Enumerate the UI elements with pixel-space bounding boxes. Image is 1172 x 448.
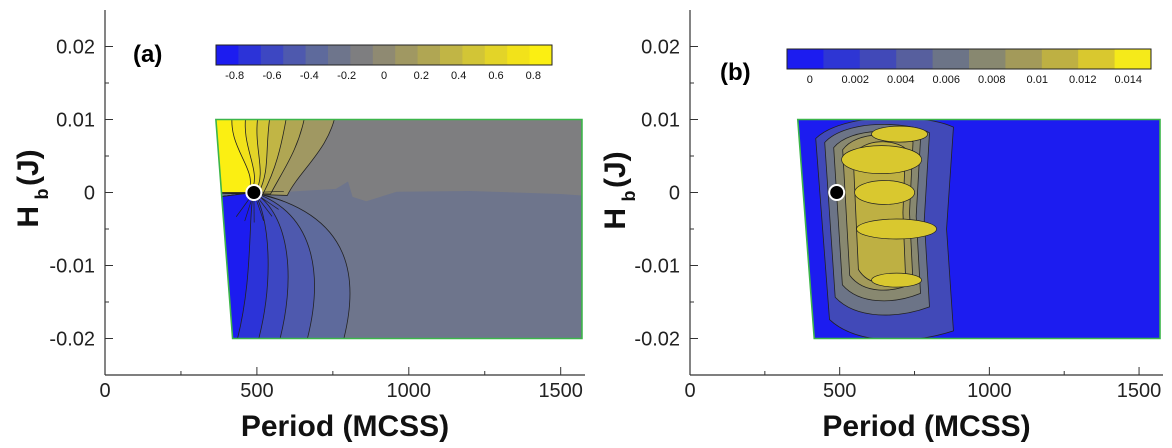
y-axis-label-group: Hb (J) — [599, 151, 639, 229]
colorbar-swatch — [462, 45, 486, 65]
y-axis-label-subscript: b — [32, 189, 52, 200]
y-tick-label: 0.01 — [56, 110, 95, 132]
x-tick-label: 1000 — [967, 380, 1012, 402]
colorbar-swatch — [328, 45, 351, 65]
y-axis-label-group: Hb (J) — [12, 149, 52, 227]
panel-a: 0 500 1000 1500 0.02 0.01 0 -0.01 -0.02 Period (M… — [12, 10, 585, 443]
contour-band — [841, 145, 922, 174]
marker-point — [828, 184, 846, 201]
y-axis-label-unit: (J) — [599, 151, 632, 188]
y-tick-label: -0.02 — [49, 329, 95, 351]
colorbar-swatch — [216, 45, 239, 65]
colorbar-swatch — [1078, 49, 1115, 69]
y-tick-label: -0.01 — [49, 256, 95, 278]
colorbar-swatch — [350, 45, 374, 65]
colorbar-swatch — [1005, 49, 1043, 69]
colorbar-swatch — [484, 45, 508, 65]
colorbar-swatch — [969, 49, 1006, 69]
colorbar-tick-label: 0.006 — [932, 74, 960, 86]
panel-label: (a) — [133, 41, 162, 68]
contour-band — [856, 218, 937, 240]
y-axis-label: H — [12, 206, 45, 228]
colorbar-swatch — [372, 45, 396, 65]
colorbar-tick-label: 0.01 — [1027, 74, 1048, 86]
colorbar-tick-label: 0.8 — [526, 70, 541, 82]
colorbar-tick-label: 0.008 — [978, 74, 1006, 86]
colorbar-swatch — [1114, 49, 1152, 69]
colorbar-swatch — [305, 45, 329, 65]
contour-band — [852, 141, 906, 284]
colorbar-swatch — [859, 49, 897, 69]
y-tick-label: 0.01 — [641, 110, 680, 132]
y-axis-label-subscript: b — [619, 191, 639, 202]
contour-band — [871, 272, 922, 288]
y-tick-label: 0.02 — [56, 37, 95, 59]
colorbar-tick-label: 0.2 — [414, 70, 429, 82]
contour-field — [797, 119, 1161, 339]
x-tick-label: 500 — [240, 380, 273, 402]
colorbar-swatch — [529, 45, 553, 65]
panel-b: 0 500 1000 1500 0.02 0.01 0 -0.01 -0.02 Period (M… — [599, 10, 1163, 443]
y-tick-label: 0 — [84, 183, 95, 205]
x-tick-label: 0 — [99, 380, 110, 402]
colorbar-swatch — [823, 49, 861, 69]
y-tick-label: -0.01 — [634, 256, 680, 278]
x-tick-label: 1500 — [1117, 380, 1162, 402]
colorbar-tick-label: -0.2 — [337, 70, 356, 82]
x-axis-label: Period (MCSS) — [241, 410, 449, 443]
colorbar-swatch — [260, 45, 284, 65]
colorbar-swatch — [283, 45, 306, 65]
colorbar-tick-label: 0 — [381, 70, 387, 82]
colorbar-tick-label: 0.002 — [841, 74, 869, 86]
colorbar-swatch — [395, 45, 418, 65]
colorbar-swatch — [1041, 49, 1079, 69]
colorbar-tick-label: 0.4 — [451, 70, 466, 82]
colorbar: -0.8 -0.6 -0.4 -0.2 0 0.2 0.4 0.6 0.8 — [215, 44, 553, 82]
colorbar-swatch — [417, 45, 441, 65]
contour-band — [854, 180, 915, 205]
colorbar-swatch — [238, 45, 262, 65]
colorbar-swatch — [932, 49, 970, 69]
colorbar-tick-label: 0.014 — [1114, 74, 1142, 86]
domain-outline — [796, 118, 1161, 340]
x-tick-label: 1000 — [387, 380, 432, 402]
colorbar-tick-label: -0.4 — [300, 70, 319, 82]
colorbar-swatch — [896, 49, 933, 69]
x-axis-label: Period (MCSS) — [822, 410, 1030, 443]
contour-band — [871, 125, 928, 143]
colorbar-tick-label: -0.8 — [225, 70, 244, 82]
x-tick-label: 500 — [823, 380, 856, 402]
colorbar-tick-label: 0.004 — [887, 74, 915, 86]
colorbar-swatch — [440, 45, 463, 65]
x-tick-label: 1500 — [538, 380, 583, 402]
colorbar-tick-label: 0.012 — [1069, 74, 1097, 86]
y-tick-label: 0.02 — [641, 37, 680, 59]
y-tick-label: 0 — [669, 183, 680, 205]
domain-outline — [215, 118, 583, 340]
marker-point — [245, 184, 263, 201]
colorbar-swatch — [507, 45, 530, 65]
panel-label: (b) — [720, 59, 751, 86]
colorbar-tick-label: -0.6 — [263, 70, 282, 82]
colorbar-swatch — [787, 49, 824, 69]
contour-field — [215, 119, 582, 339]
colorbar-frame — [215, 44, 553, 66]
colorbar: 0 0.002 0.004 0.006 0.008 0.01 0.012 0.014 — [786, 48, 1152, 86]
colorbar-frame — [786, 48, 1152, 70]
colorbar-tick-label: 0 — [807, 74, 813, 86]
y-axis-label: H — [599, 208, 632, 230]
x-tick-label: 0 — [684, 380, 695, 402]
colorbar-tick-label: 0.6 — [488, 70, 503, 82]
y-axis-label-unit: (J) — [12, 149, 45, 186]
y-tick-label: -0.02 — [634, 329, 680, 351]
